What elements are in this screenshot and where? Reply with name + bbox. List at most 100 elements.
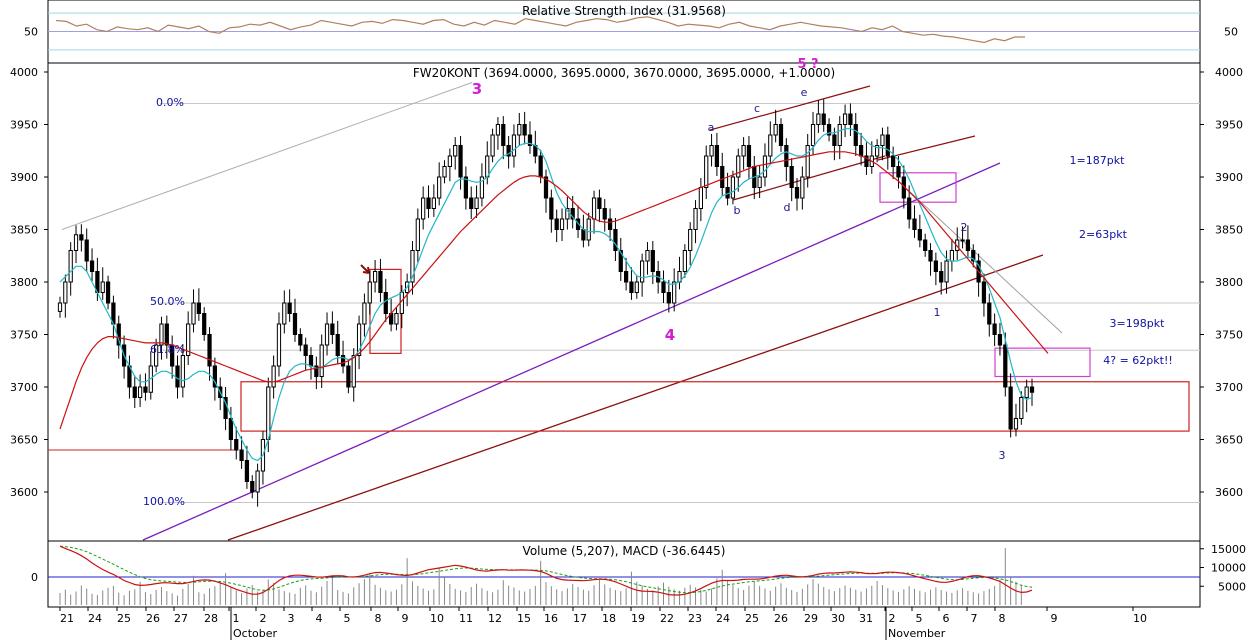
month-label-november: November [888,627,946,640]
candle-body [143,386,148,393]
candle-body [912,218,917,230]
price-ytick-label-right: 3850 [1215,224,1243,237]
purple-trend-line [142,162,1001,541]
candle-body [335,334,340,356]
price-ytick-label-left: 3800 [10,276,38,289]
candle-body [1003,344,1008,388]
candle-body [923,239,928,251]
candle-body [634,281,639,293]
candle-body [63,281,68,304]
candle-body [939,271,944,283]
note-wave2: 2=63pkt [1079,228,1128,241]
candle-body [885,134,890,157]
candle-body [821,113,826,125]
wave-c-label: c [754,102,760,115]
candle-body [613,229,618,251]
x-tick-label: 2 [260,612,267,625]
volume-title: Volume (5,207), MACD (-36.6445) [523,544,726,558]
x-tick-label: 15 [517,612,531,625]
candle-body [266,386,271,440]
candle-body [469,197,474,209]
candle-body [164,323,169,346]
candle-body [837,124,842,146]
candle-body [298,334,303,346]
candle-body [1008,386,1013,430]
price-ytick-label-right: 3600 [1215,486,1243,499]
candle-body [762,155,768,178]
candle-body [896,166,901,178]
candle-body [591,197,597,220]
candle-body [202,313,207,335]
candle-body [180,355,185,388]
x-tick-label: 31 [859,612,873,625]
dark-red-trend-line [227,254,1044,541]
candle-body [191,302,196,325]
candle-body [730,176,736,199]
candle-body [100,281,105,293]
candle-body [645,250,650,262]
candle-body [495,124,501,136]
x-tick-label: 23 [688,612,702,625]
candle-body [426,197,431,209]
candle-body [682,250,687,272]
candle-body [928,250,933,262]
candle-body [768,134,773,157]
candle-body [650,250,655,272]
x-tick-label: 11 [459,612,473,625]
candle-body [693,208,698,230]
candle-body [826,124,832,136]
candle-body [853,124,858,146]
candle-body [463,176,469,199]
candle-body [757,176,762,188]
wave-a-label: a [708,121,715,134]
candle-body [688,229,693,251]
wave-4-big-label: 4 [665,326,675,344]
candle-body [965,239,971,251]
price-ytick-label-left: 3950 [10,119,38,132]
price-ytick-label-right: 3800 [1215,276,1243,289]
candle-body [362,302,367,325]
volume-ytick-label-right: 10000 [1211,562,1246,575]
x-tick-label: 1 [233,612,240,625]
candle-body [858,145,864,157]
candle-body [415,218,420,251]
candle-body [79,234,84,241]
candle-body [864,155,869,167]
candle-body [848,113,853,125]
x-tick-label: 22 [660,612,674,625]
candle-body [244,460,250,482]
note-wave1: 1=187pkt [1070,154,1126,167]
x-tick-label: 5 [916,612,923,625]
candle-body [447,155,452,167]
x-tick-label: 26 [774,612,788,625]
candle-body [68,250,73,283]
candle-body [372,271,378,283]
price-ytick-label-left: 3650 [10,434,38,447]
magenta-box-upper [879,172,957,203]
candle-body [105,281,111,304]
candle-body [559,218,565,230]
candle-body [154,344,159,367]
candle-body [875,145,880,157]
candle-body [597,197,602,209]
x-tick-label: 9 [402,612,409,625]
x-tick-label: 7 [971,612,978,625]
candle-body [410,250,415,283]
candle-body [511,134,517,157]
x-tick-label: 29 [804,612,818,625]
candle-body [1013,418,1019,430]
price-title: FW20KONT (3694.0000, 3695.0000, 3670.000… [413,66,835,80]
candle-body [212,365,217,388]
wave-3-big-label: 3 [472,80,482,98]
candle-body [1029,386,1035,393]
rsi-ytick-label-left: 50 [24,26,38,39]
slow-moving-average-line [59,151,1049,430]
candle-body [842,113,848,125]
price-ytick-label-left: 3700 [10,381,38,394]
candle-body [981,281,987,304]
x-tick-label: 24 [88,612,102,625]
candle-body [346,365,351,388]
candle-body [794,187,800,199]
candle-body [324,323,330,346]
candle-body [944,260,949,283]
